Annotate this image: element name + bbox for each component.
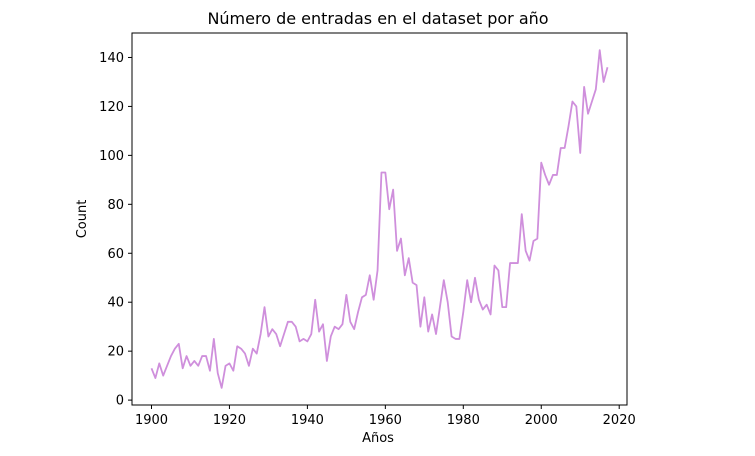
x-tick-label: 2000 — [525, 413, 558, 428]
series-line — [150, 49, 609, 389]
y-tick-label: 40 — [107, 296, 124, 311]
y-tick-label: 20 — [107, 345, 124, 360]
y-tick-label: 120 — [99, 100, 124, 115]
x-tick-label: 2020 — [603, 413, 636, 428]
x-tick-label: 1980 — [447, 413, 480, 428]
chart-title: Número de entradas en el dataset por año — [207, 9, 548, 28]
x-axis-label: Años — [362, 431, 394, 446]
x-tick-label: 1940 — [291, 413, 324, 428]
x-axis-ticks: 1900 1920 1940 1960 1980 2000 2020 — [135, 405, 636, 428]
x-tick-label: 1900 — [135, 413, 168, 428]
y-axis-ticks: 0 20 40 60 80 100 120 140 — [99, 51, 132, 409]
y-tick-label: 100 — [99, 149, 124, 164]
y-tick-label: 140 — [99, 51, 124, 66]
y-tick-label: 60 — [107, 247, 124, 262]
y-axis-label: Count — [75, 200, 90, 239]
x-tick-label: 1960 — [369, 413, 402, 428]
x-tick-label: 1920 — [213, 413, 246, 428]
y-tick-label: 0 — [116, 394, 124, 409]
y-tick-label: 80 — [107, 198, 124, 213]
plot-frame — [131, 32, 628, 406]
